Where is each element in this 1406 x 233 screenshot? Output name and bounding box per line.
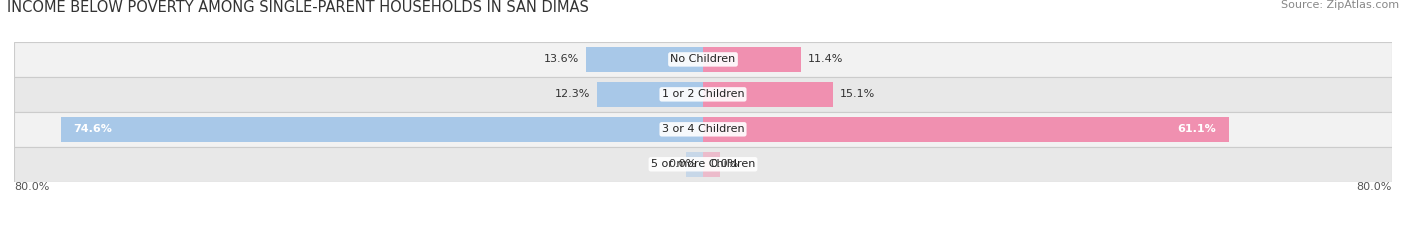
- Bar: [686, 152, 703, 177]
- Bar: [60, 117, 703, 142]
- Text: 3 or 4 Children: 3 or 4 Children: [662, 124, 744, 134]
- Text: 0.0%: 0.0%: [668, 159, 696, 169]
- Bar: [14, 112, 1392, 147]
- Text: 74.6%: 74.6%: [73, 124, 112, 134]
- Text: 13.6%: 13.6%: [544, 55, 579, 64]
- Text: 1 or 2 Children: 1 or 2 Children: [662, 89, 744, 99]
- Text: 12.3%: 12.3%: [555, 89, 591, 99]
- Text: 11.4%: 11.4%: [808, 55, 844, 64]
- Text: 61.1%: 61.1%: [1177, 124, 1216, 134]
- Bar: [586, 47, 703, 72]
- Bar: [703, 47, 801, 72]
- Bar: [703, 82, 832, 107]
- Text: 0.0%: 0.0%: [710, 159, 738, 169]
- Text: 5 or more Children: 5 or more Children: [651, 159, 755, 169]
- Bar: [14, 77, 1392, 112]
- Text: 80.0%: 80.0%: [14, 182, 49, 192]
- Text: 80.0%: 80.0%: [1357, 182, 1392, 192]
- Text: 15.1%: 15.1%: [839, 89, 875, 99]
- Bar: [598, 82, 703, 107]
- Bar: [14, 42, 1392, 77]
- Bar: [703, 152, 720, 177]
- Text: Source: ZipAtlas.com: Source: ZipAtlas.com: [1281, 0, 1399, 10]
- Bar: [703, 117, 1229, 142]
- Text: No Children: No Children: [671, 55, 735, 64]
- Text: INCOME BELOW POVERTY AMONG SINGLE-PARENT HOUSEHOLDS IN SAN DIMAS: INCOME BELOW POVERTY AMONG SINGLE-PARENT…: [7, 0, 589, 15]
- Bar: [14, 147, 1392, 182]
